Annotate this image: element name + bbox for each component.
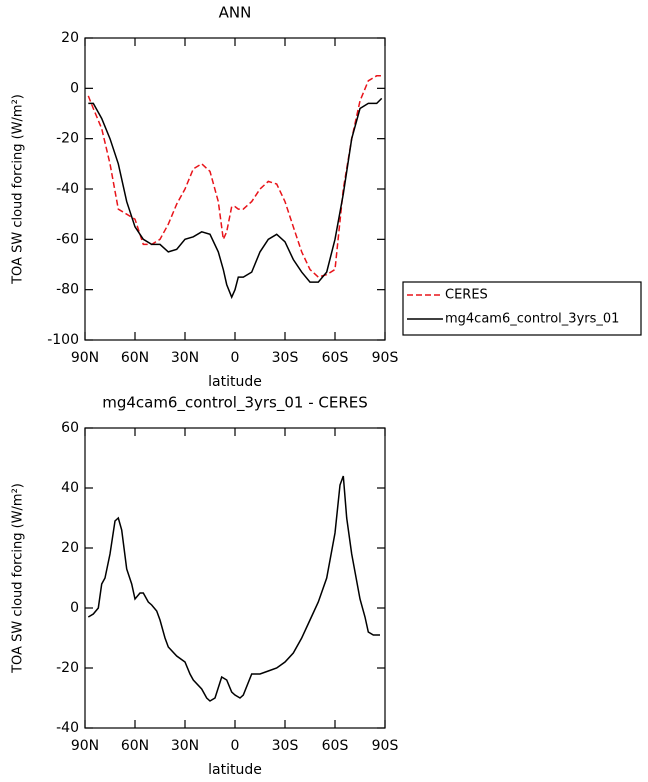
chart-title: ANN	[219, 4, 252, 22]
x-tick-label: 60N	[121, 738, 149, 754]
data-line	[88, 97, 383, 300]
x-tick-label: 0	[231, 738, 240, 754]
x-axis-label: latitude	[208, 374, 262, 390]
legend-label: CERES	[445, 288, 488, 303]
y-tick-label: 40	[61, 480, 79, 496]
x-tick-label: 90S	[372, 738, 399, 754]
y-axis-label: TOA SW cloud forcing (W/m²)	[11, 483, 26, 674]
plot-frame	[84, 427, 386, 729]
data-line	[87, 475, 380, 702]
y-tick-label: -80	[56, 282, 79, 298]
x-tick-label: 90S	[372, 350, 399, 366]
x-tick-label: 30S	[272, 738, 299, 754]
y-tick-label: -40	[56, 720, 79, 736]
y-axis-label: TOA SW cloud forcing (W/m²)	[11, 94, 26, 285]
y-tick-label: 0	[70, 600, 79, 616]
x-tick-label: 60S	[322, 350, 349, 366]
x-axis-label: latitude	[208, 762, 262, 778]
y-tick-label: -60	[56, 231, 79, 247]
legend-label: mg4cam6_control_3yrs_01	[445, 312, 619, 327]
y-tick-label: 20	[61, 30, 79, 46]
y-tick-label: -20	[56, 660, 79, 676]
y-tick-label: -100	[47, 332, 79, 348]
data-line	[87, 75, 382, 278]
x-tick-label: 60N	[121, 350, 149, 366]
legend-box	[402, 281, 642, 336]
y-tick-label: 0	[70, 80, 79, 96]
x-tick-label: 30N	[171, 350, 199, 366]
x-tick-label: 30S	[272, 350, 299, 366]
plot-frame	[84, 37, 386, 341]
chart-title: mg4cam6_control_3yrs_01 - CERES	[102, 394, 368, 413]
y-tick-label: 60	[61, 420, 79, 436]
x-tick-label: 90N	[71, 350, 99, 366]
y-tick-label: -20	[56, 131, 79, 147]
x-tick-label: 30N	[171, 738, 199, 754]
y-tick-label: -40	[56, 181, 79, 197]
x-tick-label: 60S	[322, 738, 349, 754]
y-tick-label: 20	[61, 540, 79, 556]
x-tick-label: 0	[231, 350, 240, 366]
x-tick-label: 90N	[71, 738, 99, 754]
